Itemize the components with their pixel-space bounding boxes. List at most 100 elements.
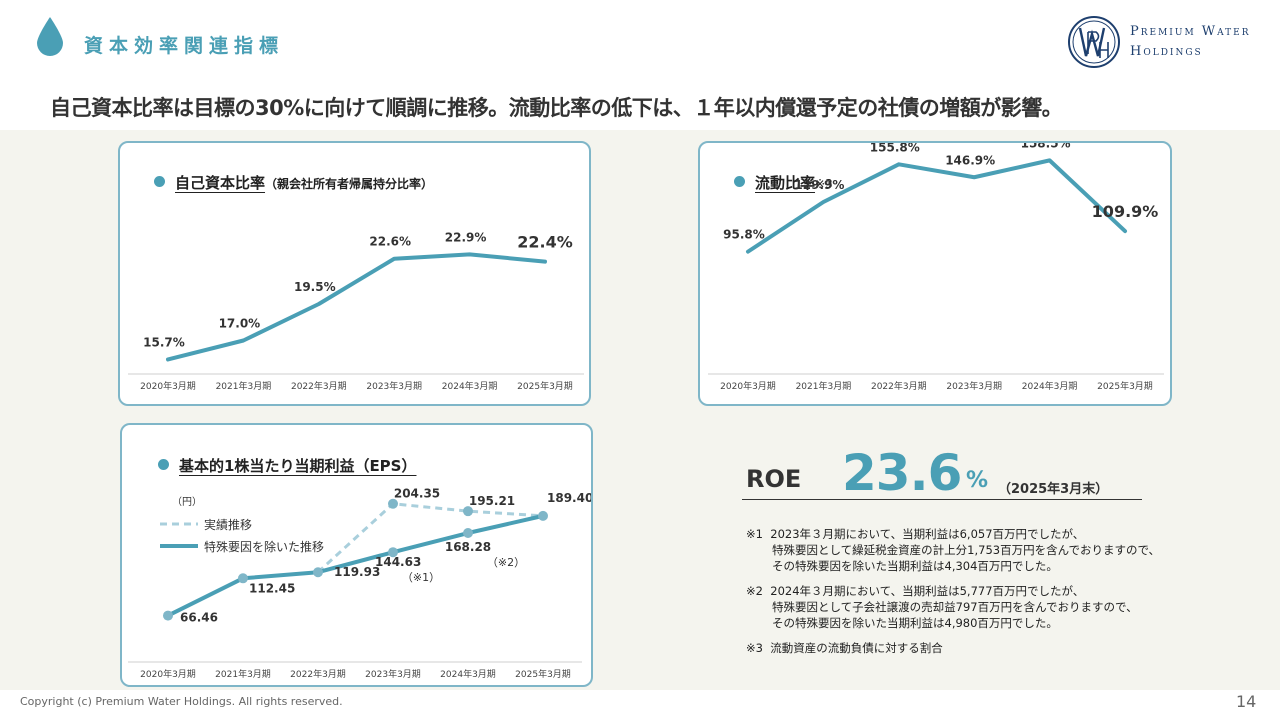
data-point [163,610,173,621]
data-label: 15.7% [143,335,185,349]
data-label: 112.45 [249,581,295,595]
data-label: 129.9% [794,178,844,192]
company-logo-text: Premium Water Holdings [1130,22,1251,62]
footnote-ref-label: （※2） [487,556,525,569]
data-point [238,573,248,584]
data-label: 168.28 [445,540,491,554]
data-point [388,498,398,509]
equity-ratio-title: 自己資本比率（親会社所有者帰属持分比率） [154,172,433,193]
x-tick-label: 2021年3月期 [215,668,271,680]
data-label: 66.46 [180,611,218,625]
eps-title-text: 基本的1株当たり当期利益（EPS） [179,457,417,475]
x-tick-label: 2024年3月期 [1022,380,1078,392]
x-tick-label: 2020年3月期 [720,380,776,392]
x-tick-label: 2022年3月期 [871,380,927,392]
x-tick-label: 2020年3月期 [140,380,196,392]
x-tick-label: 2024年3月期 [440,668,496,680]
logo-text-line2: Holdings [1130,44,1203,59]
series-line-dashed [316,502,544,574]
x-tick-label: 2025年3月期 [515,668,571,680]
footnote-mark: ※2 [746,584,763,598]
data-point [313,567,323,578]
data-label: 195.21 [469,494,515,508]
footnote-ref-label: （※1） [402,571,440,584]
series-line [746,158,1127,254]
footnote-text: 2023年３月期において、当期利益は6,057百万円でしたが、 [770,527,1085,541]
roe-unit: % [966,468,989,493]
footnote-text: 流動資産の流動負債に対する割合 [770,641,943,655]
bullet-icon [158,459,169,470]
footnote-text: 特殊要因として子会社譲渡の売却益797百万円を含んでおりますので、 [772,600,1138,614]
series-line-solid [167,513,544,618]
current-ratio-note-mark: ※3 [815,177,833,191]
equity-ratio-subtitle: （親会社所有者帰属持分比率） [265,177,434,191]
current-ratio-title: 流動比率※3 [734,172,833,193]
eps-chart: 2020年3月期 2021年3月期 2022年3月期 2023年3月期 2024年3月期… [128,487,591,680]
footnote-text: 2024年３月期において、当期利益は5,777百万円でしたが、 [770,584,1085,598]
x-tick-label: 2022年3月期 [290,668,346,680]
eps-card: 基本的1株当たり当期利益（EPS） 2020年3月期 2021年3月期 2022年3… [120,423,593,687]
data-label: 158.5% [1021,143,1071,150]
roe-period: （2025年3月末） [998,482,1109,497]
current-ratio-chart: 2020年3月期 2021年3月期 2022年3月期 2023年3月期 2024年3月期… [708,143,1164,392]
legend-label: 実績推移 [204,517,252,532]
data-label: 22.4% [517,233,573,252]
footnote-text: その特殊要因を除いた当期利益は4,304百万円でした。 [772,559,1058,573]
legend-label: 特殊要因を除いた推移 [204,539,324,554]
company-logo-icon [1068,16,1120,68]
eps-title: 基本的1株当たり当期利益（EPS） [158,455,416,476]
x-tick-label: 2020年3月期 [140,668,196,680]
x-tick-label: 2025年3月期 [1097,380,1153,392]
y-unit-label: （円） [172,496,202,508]
footnotes: ※1 2023年３月期において、当期利益は6,057百万円でしたが、 特殊要因と… [746,526,1266,665]
headline: 自己資本比率は目標の30%に向けて順調に推移。流動比率の低下は、１年以内償還予定… [50,96,1063,120]
page-number: 14 [1236,692,1257,711]
data-label: 95.8% [723,228,765,242]
roe-label: ROE [746,465,802,493]
current-ratio-title-text: 流動比率 [755,174,816,192]
data-label: 155.8% [870,143,920,154]
footnote-3: ※3 流動資産の流動負債に対する割合 [746,640,1266,656]
footnote-mark: ※3 [746,641,763,655]
bullet-icon [154,176,165,187]
footnote-2: ※2 2024年３月期において、当期利益は5,777百万円でしたが、 特殊要因と… [746,583,1266,631]
x-tick-label: 2021年3月期 [796,380,852,392]
logo-text-line1: Premium Water [1130,24,1251,39]
data-label: 109.9% [1092,202,1159,221]
data-point [463,528,473,539]
data-label: 22.6% [369,235,411,249]
data-label: 119.93 [334,565,380,579]
x-tick-label: 2022年3月期 [291,380,347,392]
data-point [388,547,398,558]
roe-underline [742,499,1142,500]
footnote-text: 特殊要因として繰延税金資産の計上分1,753百万円を含んでおりますので、 [772,543,1161,557]
data-point [538,510,548,521]
x-tick-label: 2023年3月期 [366,380,422,392]
section-title: 資本効率関連指標 [84,35,285,57]
current-ratio-card: 流動比率※3 2020年3月期 2021年3月期 2022年3月期 2023年3月期 2… [698,141,1172,406]
header: 資本効率関連指標 Premium Water Holdings [0,0,1280,78]
x-tick-label: 2025年3月期 [517,380,573,392]
roe-value: 23.6 [842,444,962,502]
data-label: 19.5% [294,280,336,294]
footnote-mark: ※1 [746,527,763,541]
footnote-text: その特殊要因を除いた当期利益は4,980百万円でした。 [772,616,1058,630]
x-tick-label: 2021年3月期 [216,380,272,392]
data-point [463,506,473,517]
water-drop-icon [37,17,63,56]
data-label: 146.9% [945,153,995,167]
x-tick-label: 2024年3月期 [442,380,498,392]
data-label: 22.9% [445,230,487,244]
equity-ratio-title-text: 自己資本比率 [175,174,266,192]
data-label: 204.35 [394,487,440,501]
data-label: 189.40 [547,491,591,505]
copyright: Copyright (c) Premium Water Holdings. Al… [20,695,343,708]
x-tick-label: 2023年3月期 [946,380,1002,392]
equity-ratio-chart: 2020年3月期 2021年3月期 2022年3月期 2023年3月期 2024年3月期… [128,230,584,392]
x-tick-label: 2023年3月期 [365,668,421,680]
bullet-icon [734,176,745,187]
data-label: 144.63 [375,555,421,569]
equity-ratio-card: 自己資本比率（親会社所有者帰属持分比率） 2020年3月期 2021年3月期 202… [118,141,591,406]
data-label: 17.0% [219,317,261,331]
footnote-1: ※1 2023年３月期において、当期利益は6,057百万円でしたが、 特殊要因と… [746,526,1266,574]
